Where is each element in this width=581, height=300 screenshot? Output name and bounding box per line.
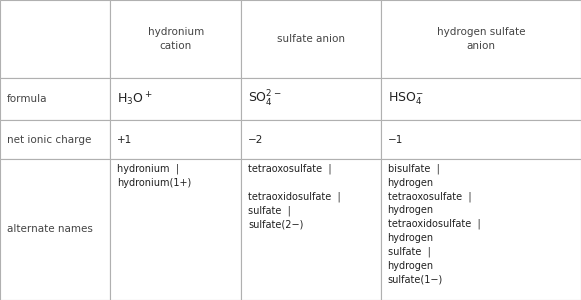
- Text: +1: +1: [117, 134, 132, 145]
- Bar: [110, 78, 241, 120]
- Text: bisulfate  |
hydrogen
tetraoxosulfate  |
hydrogen
tetraoxidosulfate  |
hydrogen
: bisulfate | hydrogen tetraoxosulfate | h…: [388, 164, 480, 284]
- Bar: [110, 159, 241, 300]
- Text: $\mathrm{SO_4^{2-}}$: $\mathrm{SO_4^{2-}}$: [248, 89, 282, 109]
- Text: alternate names: alternate names: [7, 224, 93, 235]
- Bar: [241, 78, 381, 120]
- Bar: [241, 159, 381, 300]
- Text: net ionic charge: net ionic charge: [7, 134, 91, 145]
- Bar: [110, 120, 241, 159]
- Text: hydronium
cation: hydronium cation: [148, 27, 204, 51]
- Text: hydronium  |
hydronium(1+): hydronium | hydronium(1+): [117, 164, 192, 188]
- Bar: [381, 120, 581, 159]
- Bar: [110, 0, 241, 78]
- Bar: [0, 0, 110, 78]
- Bar: [0, 159, 110, 300]
- Text: −2: −2: [248, 134, 263, 145]
- Bar: [381, 78, 581, 120]
- Bar: [0, 120, 110, 159]
- Text: $\mathrm{HSO_4^{-}}$: $\mathrm{HSO_4^{-}}$: [388, 91, 423, 107]
- Bar: [381, 0, 581, 78]
- Bar: [0, 78, 110, 120]
- Bar: [241, 120, 381, 159]
- Text: tetraoxosulfate  |

tetraoxidosulfate  |
sulfate  |
sulfate(2−): tetraoxosulfate | tetraoxidosulfate | su…: [248, 164, 341, 230]
- Text: −1: −1: [388, 134, 403, 145]
- Bar: [241, 0, 381, 78]
- Text: $\mathrm{H_3O^+}$: $\mathrm{H_3O^+}$: [117, 90, 153, 108]
- Text: sulfate anion: sulfate anion: [277, 34, 345, 44]
- Text: formula: formula: [7, 94, 48, 104]
- Bar: [381, 159, 581, 300]
- Text: hydrogen sulfate
anion: hydrogen sulfate anion: [436, 27, 525, 51]
